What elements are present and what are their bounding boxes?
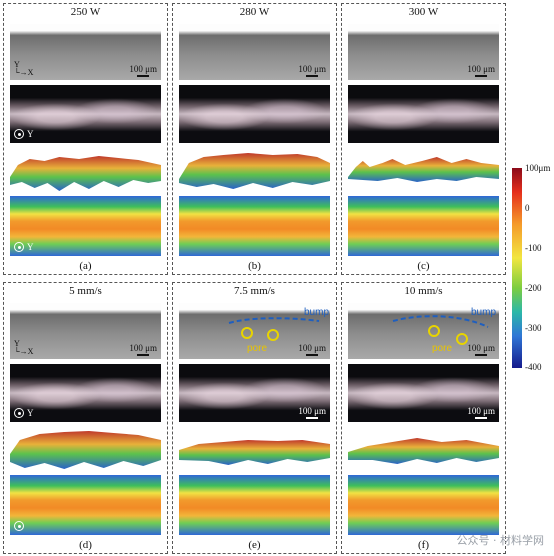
panel-b: 280 W 100 μm (b) [172, 3, 337, 275]
panel-caption: (d) [79, 539, 92, 551]
panel-e: 7.5 mm/s bump pore 100 μm 100 μm (e) [172, 282, 337, 554]
3d-profile [10, 426, 161, 471]
sem-image: 100 μm [348, 24, 499, 80]
height-map [10, 475, 161, 535]
optical-image [179, 85, 330, 143]
pore-marker [428, 325, 440, 337]
scale-bar: 100 μm [298, 343, 326, 356]
bump-label: bump [304, 307, 330, 318]
panel-title: 250 W [70, 6, 101, 18]
pore-label: pore [247, 343, 268, 354]
out-of-plane-axis-icon: Y [14, 242, 34, 252]
sem-image: bump pore 100 μm [179, 303, 330, 359]
panel-caption: (e) [248, 539, 261, 551]
scale-bar: 100 μm [467, 343, 495, 356]
optical-image: 100 μm [179, 364, 330, 422]
out-of-plane-axis-icon [14, 521, 24, 531]
panel-title: 7.5 mm/s [234, 285, 275, 297]
xy-axes-icon: Y └→X [14, 339, 34, 356]
3d-profile [179, 147, 330, 192]
pore-marker [456, 333, 468, 345]
height-map [179, 475, 330, 535]
optical-image: 100 μm [348, 364, 499, 422]
optical-image: Y [10, 364, 161, 422]
height-map [348, 196, 499, 256]
panel-caption: (a) [79, 260, 92, 272]
scale-bar: 100 μm [129, 343, 157, 356]
bump-outline [392, 315, 489, 328]
colorbar-tick: -100 [525, 243, 542, 253]
panel-a: 250 W Y └→X 100 μm Y Y (a) [3, 3, 168, 275]
out-of-plane-axis-icon: Y [14, 408, 34, 418]
colorbar-tick: -300 [525, 323, 542, 333]
sem-image: bump pore 100 μm [348, 303, 499, 359]
bump-outline [228, 317, 320, 324]
sem-image: Y └→X 100 μm [10, 303, 161, 359]
watermark: 公众号 · 材料学网 [456, 534, 545, 547]
panel-caption: (f) [418, 539, 429, 551]
pore-marker [267, 329, 279, 341]
scale-bar: 100 μm [129, 64, 157, 77]
colorbar-tick: -200 [525, 283, 542, 293]
scale-bar: 100 μm [467, 64, 495, 77]
out-of-plane-axis-icon: Y [14, 129, 34, 139]
scale-bar: 100 μm [298, 64, 326, 77]
sem-image: Y └→X 100 μm [10, 24, 161, 80]
3d-profile [348, 147, 499, 192]
panel-title: 300 W [408, 6, 439, 18]
sem-image: 100 μm [179, 24, 330, 80]
height-map [348, 475, 499, 535]
optical-image [348, 85, 499, 143]
panel-caption: (c) [417, 260, 430, 272]
pore-marker [241, 327, 253, 339]
optical-image: Y [10, 85, 161, 143]
3d-profile [10, 147, 161, 192]
bump-label: bump [471, 307, 497, 318]
panel-d: 5 mm/s Y └→X 100 μm Y (d) [3, 282, 168, 554]
height-colorbar [512, 168, 522, 368]
panel-title: 5 mm/s [69, 285, 102, 297]
3d-profile [179, 426, 330, 471]
colorbar-tick: 0 [525, 203, 530, 213]
height-map: Y [10, 196, 161, 256]
colorbar-tick: 100μm [525, 163, 551, 173]
colorbar-tick: -400 [525, 362, 542, 372]
xy-axes-icon: Y └→X [14, 60, 34, 77]
pore-label: pore [432, 343, 453, 354]
scale-bar: 100 μm [298, 406, 326, 419]
panel-title: 280 W [239, 6, 270, 18]
height-map [179, 196, 330, 256]
panel-f: 10 mm/s bump pore 100 μm 100 μm (f) [341, 282, 506, 554]
3d-profile [348, 426, 499, 471]
panel-c: 300 W 100 μm (c) [341, 3, 506, 275]
panel-caption: (b) [248, 260, 261, 272]
scale-bar: 100 μm [467, 406, 495, 419]
panel-title: 10 mm/s [404, 285, 443, 297]
